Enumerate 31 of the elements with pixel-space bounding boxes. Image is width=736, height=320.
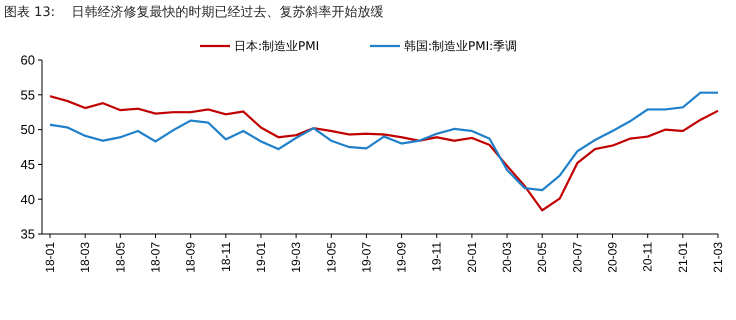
x-tick-label: 18-07 <box>148 242 162 273</box>
x-tick-label: 20-07 <box>570 242 584 273</box>
y-tick-label: 55 <box>20 87 35 102</box>
legend-label: 韩国:制造业PMI:季调 <box>404 39 518 54</box>
x-tick-label: 18-03 <box>78 242 92 273</box>
x-tick-label: 19-01 <box>254 242 268 273</box>
x-tick-label: 19-11 <box>430 242 444 272</box>
y-tick-label: 50 <box>20 122 35 138</box>
x-tick-label: 18-05 <box>113 242 128 273</box>
x-tick-label: 19-07 <box>359 242 374 273</box>
x-tick-label: 21-01 <box>676 242 690 273</box>
x-tick-label: 20-11 <box>640 242 655 272</box>
x-tick-label: 18-09 <box>184 242 198 273</box>
x-tick-label: 21-03 <box>711 242 725 273</box>
x-tick-label: 18-11 <box>218 242 233 272</box>
y-tick-label: 45 <box>20 156 35 172</box>
y-tick-label: 60 <box>20 52 35 68</box>
line-series <box>48 95 720 212</box>
x-tick-label: 19-03 <box>289 242 304 273</box>
legend-label: 日本:制造业PMI <box>234 39 320 54</box>
y-tick-label: 40 <box>20 192 35 207</box>
x-tick-label: 19-09 <box>394 242 409 273</box>
x-tick-label: 20-09 <box>606 242 620 273</box>
y-tick-label: 35 <box>20 226 35 242</box>
x-tick-label: 19-05 <box>324 242 338 273</box>
x-tick-label: 20-05 <box>535 242 550 273</box>
x-tick-label: 20-01 <box>464 242 479 273</box>
x-tick-label: 18-01 <box>43 242 57 273</box>
chart-title: 图表 13: 日韩经济修复最快的时期已经过去、复苏斜率开始放缓 <box>4 4 384 20</box>
x-tick-label: 20-03 <box>500 242 514 273</box>
line-series <box>48 92 720 192</box>
